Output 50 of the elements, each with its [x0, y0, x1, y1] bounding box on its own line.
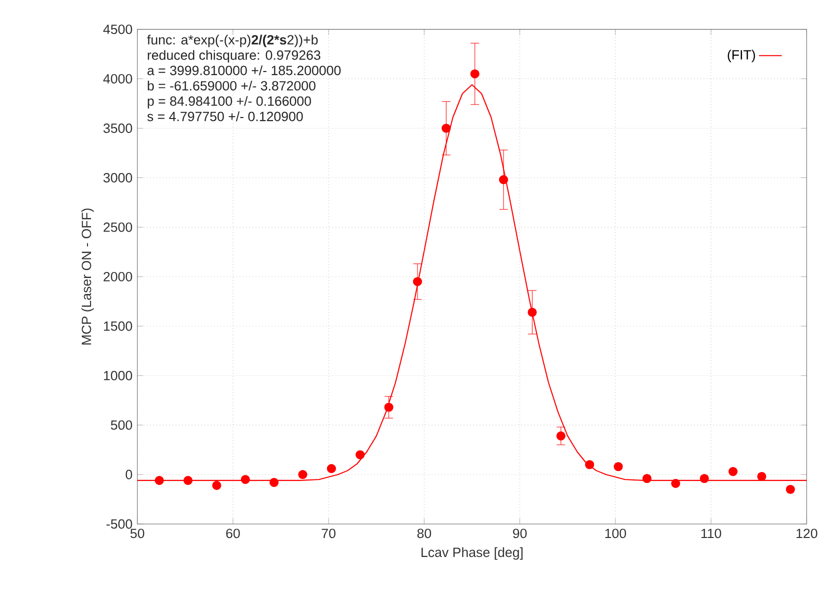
point [326, 464, 336, 474]
annotation: func: a*exp(-(x-p)2/(2*s2))+b [147, 34, 318, 48]
point [728, 467, 738, 476]
x-tick-label: 120 [796, 528, 818, 538]
y-tick-label: 500 [110, 420, 132, 430]
y-tick-label: 0 [126, 470, 132, 480]
x-tick-label: 100 [605, 528, 626, 538]
y-tick-label: 3000 [103, 173, 132, 183]
y-tick-label: 2000 [104, 272, 132, 282]
x-tick-label: 50 [130, 528, 144, 538]
y-axis-title: MCP (Laser ON - OFF) [81, 208, 94, 345]
y-tick-label: 2500 [104, 222, 132, 232]
point [614, 462, 623, 472]
annotation: s = 4.797750 +/- 0.120900 [147, 112, 303, 122]
point [470, 69, 480, 79]
point [183, 476, 193, 486]
point [556, 432, 566, 441]
point [528, 308, 537, 317]
x-tick-label: 110 [701, 528, 722, 538]
y-tick-label: 4000 [103, 74, 132, 84]
point [212, 481, 222, 490]
y-tick-label: -500 [106, 519, 132, 529]
x-axis-title: Lcav Phase [deg] [422, 547, 523, 560]
point [642, 474, 652, 484]
y-tick-label: 3500 [103, 124, 132, 134]
x-tick-label: 70 [322, 528, 336, 538]
y-tick-label: 1000 [104, 371, 132, 380]
y-tick-label: 1500 [104, 322, 132, 332]
annotation: reduced chisquare: 0.979263 [148, 50, 320, 63]
point [240, 475, 250, 484]
y-tick-label: 4500 [103, 24, 132, 34]
point [412, 277, 422, 286]
point [700, 474, 709, 484]
x-tick-label: 80 [417, 528, 432, 538]
annotation: a = 3999.810000 +/- 185.200000 [148, 66, 341, 76]
point [499, 175, 508, 184]
annotation: b = -61.659000 +/- 3.872000 [148, 80, 316, 91]
point [154, 476, 164, 486]
x-tick-label: 90 [513, 528, 527, 538]
point [671, 479, 680, 488]
point [786, 485, 795, 494]
point [270, 478, 279, 488]
point [298, 470, 308, 480]
point [585, 460, 594, 470]
annotation: p = 84.984100 +/- 0.166000 [148, 96, 311, 109]
legend-label: (FIT) [728, 50, 755, 62]
point [356, 450, 365, 460]
point [384, 402, 394, 412]
point [442, 124, 451, 133]
x-tick-label: 60 [226, 528, 240, 538]
